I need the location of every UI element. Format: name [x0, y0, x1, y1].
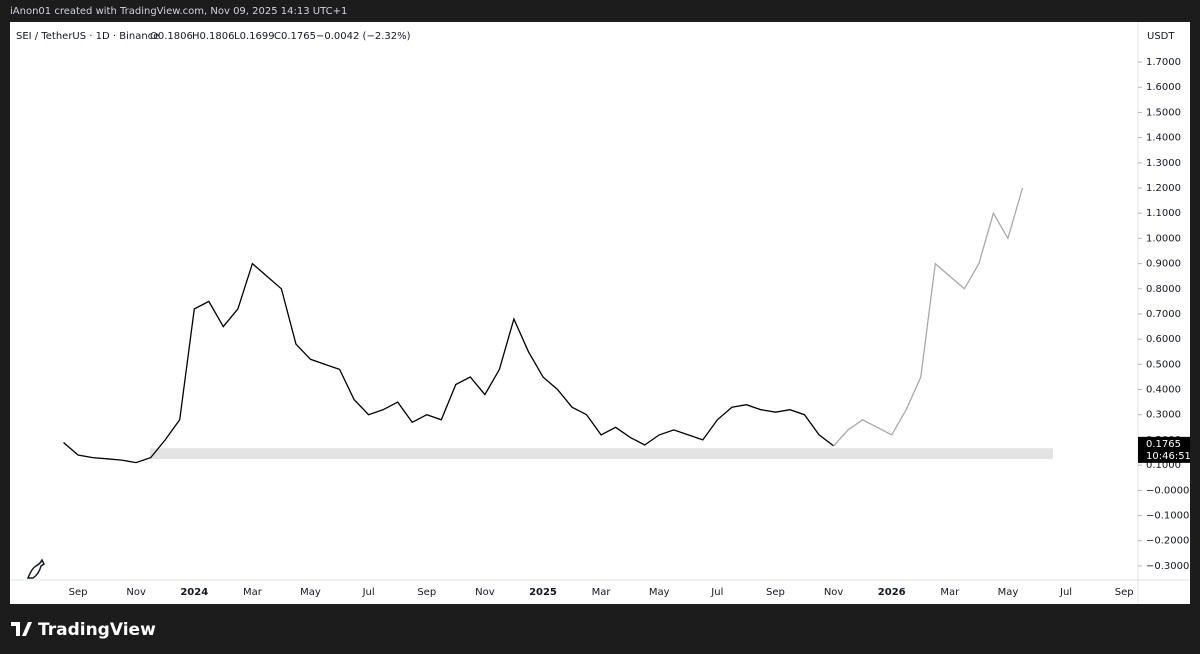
x-tick-label: Jul — [1059, 587, 1072, 598]
dino-icon — [26, 558, 45, 579]
x-tick-label: Nov — [824, 587, 844, 598]
x-tick-label: Nov — [475, 587, 495, 598]
y-tick-label: 0.1000 — [1146, 460, 1181, 471]
y-tick-label: 0.9000 — [1146, 259, 1181, 270]
countdown: 10:46:51 — [1146, 451, 1191, 462]
y-tick-label: 1.3000 — [1146, 158, 1181, 169]
y-tick-label: 1.7000 — [1146, 57, 1181, 68]
x-tick-label: Sep — [766, 587, 785, 598]
x-tick-label: 2024 — [180, 587, 208, 598]
x-tick-label: May — [300, 587, 321, 598]
y-tick-label: 0.6000 — [1146, 334, 1181, 345]
legend-symbol: SEI / TetherUS · 1D · Binance — [16, 31, 159, 42]
y-tick-label: −0.0000 — [1146, 485, 1189, 496]
x-tick-label: Mar — [940, 587, 960, 598]
x-tick-label: Sep — [417, 587, 436, 598]
x-tick-label: Mar — [592, 587, 612, 598]
y-tick-label: 0.3000 — [1146, 410, 1181, 421]
x-tick-label: Nov — [126, 587, 146, 598]
footer-logo: TradingView — [11, 620, 156, 640]
currency: USDT — [1147, 31, 1175, 42]
credit: iAnon01 created with TradingView.com, No… — [10, 6, 347, 17]
y-tick-label: 0.5000 — [1146, 359, 1181, 370]
logo-mark — [11, 622, 32, 636]
y-tick-label: 0.4000 — [1146, 385, 1181, 396]
support-zone — [150, 448, 1053, 460]
x-tick-label: Jul — [710, 587, 723, 598]
y-tick-label: −0.1000 — [1146, 511, 1189, 522]
price-line — [833, 187, 1024, 447]
x-tick-label: May — [649, 587, 670, 598]
y-tick-label: 1.1000 — [1146, 208, 1181, 219]
y-tick-label: −0.3000 — [1146, 561, 1189, 572]
x-tick-label: Sep — [69, 587, 88, 598]
x-tick-label: Jul — [362, 587, 375, 598]
price-line — [63, 262, 834, 464]
x-tick-label: Sep — [1115, 587, 1134, 598]
y-tick-label: 1.6000 — [1146, 82, 1181, 93]
y-tick-label: 0.8000 — [1146, 284, 1181, 295]
legend-change: −0.0042 (−2.32%) — [316, 31, 411, 42]
price-label: 0.1765 — [1146, 439, 1181, 450]
y-tick-label: 1.0000 — [1146, 233, 1181, 244]
legend-close: C0.1765 — [274, 31, 316, 42]
y-tick-label: 1.5000 — [1146, 107, 1181, 118]
y-tick-label: 1.4000 — [1146, 133, 1181, 144]
x-tick-label: 2025 — [529, 587, 557, 598]
x-tick-label: Mar — [243, 587, 263, 598]
x-tick-label: 2026 — [878, 587, 906, 598]
y-tick-label: −0.2000 — [1146, 536, 1189, 547]
y-tick-label: 1.2000 — [1146, 183, 1181, 194]
brand: TradingView — [38, 620, 156, 640]
price-label-box — [1138, 436, 1190, 463]
legend-low: L0.1699 — [234, 31, 275, 42]
y-tick-label: 0.7000 — [1146, 309, 1181, 320]
legend-high: H0.1806 — [192, 31, 235, 42]
x-tick-label: May — [998, 587, 1019, 598]
legend-open: O0.1806 — [150, 31, 193, 42]
chart-area — [10, 22, 1190, 604]
